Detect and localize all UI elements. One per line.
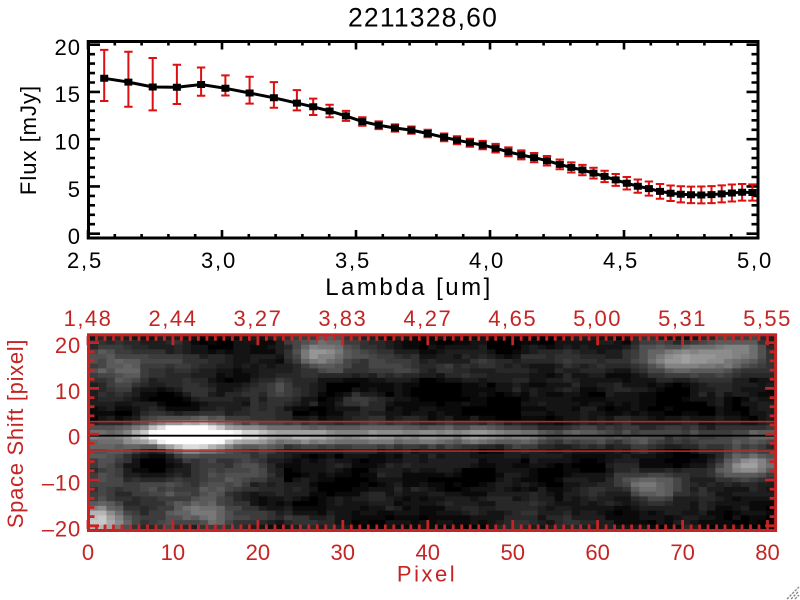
svg-text:Space Shift [pixel]: Space Shift [pixel]	[3, 339, 28, 528]
svg-text:–10: –10	[42, 471, 81, 496]
svg-text:4,27: 4,27	[403, 306, 452, 331]
svg-text:70: 70	[670, 540, 694, 565]
svg-text:0: 0	[68, 224, 81, 249]
svg-text:10: 10	[55, 379, 81, 404]
svg-text:1,48: 1,48	[64, 306, 113, 331]
svg-text:5: 5	[68, 177, 81, 202]
svg-text:20: 20	[246, 540, 270, 565]
svg-text:80: 80	[755, 540, 779, 565]
svg-text:5,31: 5,31	[658, 306, 707, 331]
svg-text:50: 50	[500, 540, 524, 565]
svg-text:20: 20	[55, 35, 81, 60]
svg-text:15: 15	[55, 82, 81, 107]
svg-text:40: 40	[416, 540, 440, 565]
svg-text:–20: –20	[42, 516, 81, 541]
svg-text:20: 20	[55, 333, 81, 358]
svg-text:5,55: 5,55	[743, 306, 792, 331]
svg-text:3,83: 3,83	[318, 306, 367, 331]
svg-text:2211328,60: 2211328,60	[348, 3, 498, 33]
svg-text:30: 30	[331, 540, 355, 565]
svg-text:5,0: 5,0	[737, 248, 773, 273]
svg-text:3,5: 3,5	[335, 248, 371, 273]
svg-text:10: 10	[55, 130, 81, 155]
svg-text:0: 0	[68, 425, 81, 450]
svg-text:4,65: 4,65	[488, 306, 537, 331]
svg-text:10: 10	[161, 540, 185, 565]
svg-text:5,00: 5,00	[573, 306, 622, 331]
svg-text:2,5: 2,5	[67, 248, 103, 273]
svg-text:Lambda [um]: Lambda [um]	[325, 274, 493, 301]
svg-text:0: 0	[82, 540, 94, 565]
svg-text:Flux [mJy]: Flux [mJy]	[16, 85, 41, 195]
svg-text:4,5: 4,5	[603, 248, 639, 273]
svg-text:60: 60	[585, 540, 609, 565]
svg-text:3,0: 3,0	[201, 248, 237, 273]
svg-text:4,0: 4,0	[469, 248, 505, 273]
svg-text:Pixel: Pixel	[397, 562, 457, 587]
svg-text:2,44: 2,44	[148, 306, 197, 331]
svg-text:3,27: 3,27	[233, 306, 282, 331]
